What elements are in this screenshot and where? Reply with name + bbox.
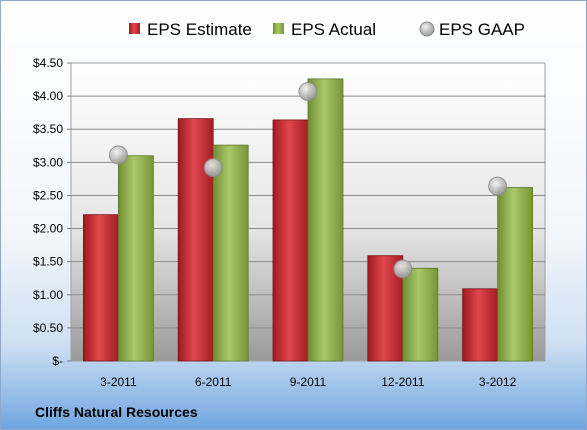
legend-swatch [129,23,140,34]
bar-eps-actual [497,187,534,362]
bar-eps-estimate [462,288,499,362]
y-tick-label: $3.50 [33,122,63,136]
legend-swatch [273,23,284,34]
bar-eps-actual [212,144,249,362]
x-tick-label: 3-2012 [479,375,517,389]
y-tick-label: $2.00 [33,222,63,236]
y-tick-label: $0.50 [33,321,63,335]
y-tick-label: $1.50 [33,255,63,269]
legend: EPS Estimate EPS Actual EPS GAAP [129,20,525,39]
bar-eps-actual [307,78,344,362]
legend-label: EPS Actual [291,20,376,39]
bar-eps-actual [118,155,154,362]
bar-eps-estimate [272,119,309,362]
gaap-markers [108,81,508,279]
marker-eps-gaap [203,158,223,178]
x-tick-label: 3-2011 [100,375,137,389]
y-tick-label: $3.00 [33,155,63,169]
legend-label: EPS GAAP [439,20,525,39]
y-tick-label: $4.00 [33,89,63,103]
bar-eps-estimate [83,214,119,362]
bar-eps-actual [402,267,439,362]
y-tick-label: $4.50 [33,56,63,70]
x-tick-label: 6-2011 [195,375,232,389]
y-tick-label: $2.50 [33,188,63,202]
legend-label: EPS Estimate [147,20,252,39]
x-tick-label: 9-2011 [290,375,327,389]
legend-swatch [419,21,435,37]
y-axis: $- $0.50 $1.00 $1.50 $2.00 $2.50 $3.00 $3.50 $4.… [33,56,71,368]
marker-eps-gaap [488,176,508,196]
marker-eps-gaap [393,259,413,279]
marker-eps-gaap [108,145,128,165]
y-tick-label: $1.00 [33,288,63,302]
company-name: Cliffs Natural Resources [35,404,198,420]
bar-eps-estimate [177,118,214,362]
x-tick-label: 12-2011 [381,375,424,389]
marker-eps-gaap [298,81,318,101]
y-tick-label: $- [52,354,63,368]
x-axis: 3-2011 6-2011 9-2011 12-2011 3-2012 [100,375,516,389]
